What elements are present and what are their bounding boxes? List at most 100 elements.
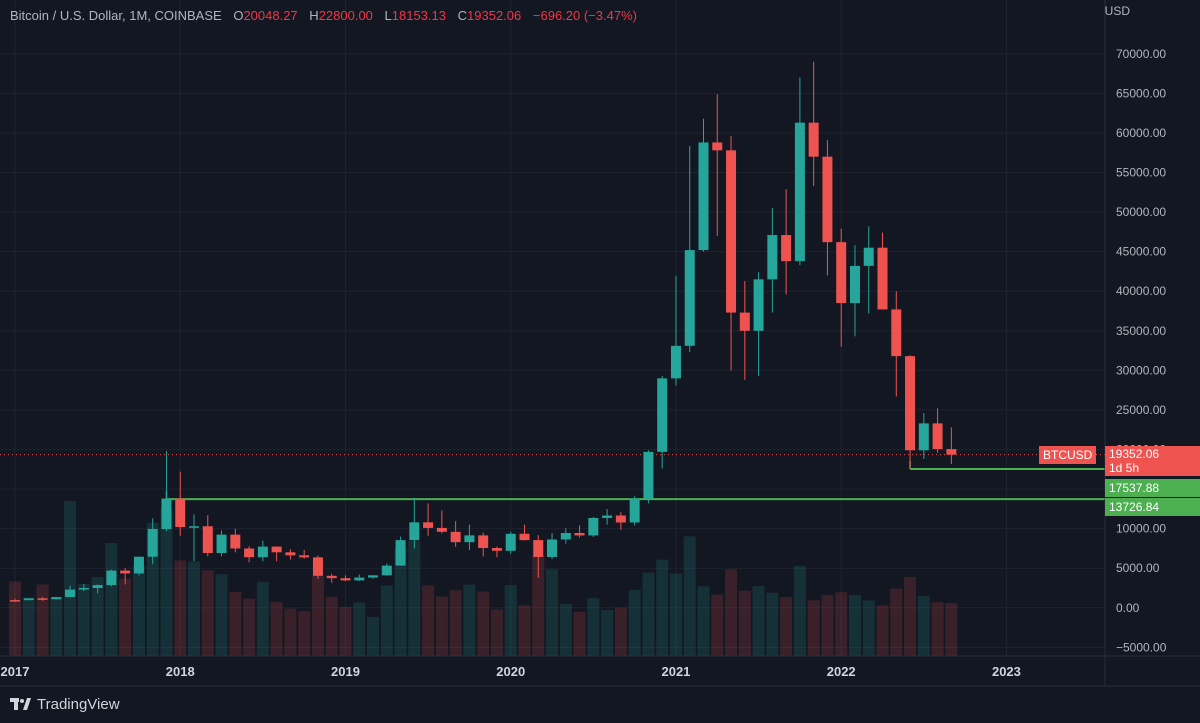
price-tick-label: −5000.00 (1116, 640, 1167, 654)
candle (354, 574, 365, 582)
candle (120, 568, 131, 585)
candle-body (491, 548, 502, 551)
candle-body (37, 598, 48, 600)
candle-body (588, 517, 599, 536)
volume-bar (270, 601, 283, 656)
candle (698, 118, 709, 252)
volume-bar (559, 603, 572, 656)
candle-body (602, 515, 613, 518)
volume-bar (91, 577, 104, 656)
candle-body (643, 451, 654, 499)
candle (863, 226, 874, 314)
candle (10, 598, 20, 602)
candle-body (574, 532, 585, 536)
volume-bar (766, 592, 779, 656)
candle-body (712, 142, 723, 151)
volume-bar (229, 591, 242, 656)
time-tick-label: 2020 (496, 664, 525, 679)
candle (629, 496, 640, 526)
candle-body (891, 309, 902, 357)
candle-body (244, 548, 255, 558)
volume-bar (463, 584, 476, 656)
candle (478, 532, 489, 557)
candle-body (78, 587, 89, 590)
price-tick-label: 30000.00 (1116, 363, 1166, 377)
candle (643, 450, 654, 504)
candle-body (657, 378, 668, 452)
candle-body (285, 552, 296, 556)
candle-body (629, 498, 640, 523)
candle (767, 208, 778, 313)
candle-body (51, 597, 62, 600)
symbol-label: Bitcoin / U.S. Dollar, 1M, COINBASE (10, 8, 222, 23)
currency-label: USD (1104, 4, 1130, 18)
candle (147, 518, 158, 565)
price-tick-label: 55000.00 (1116, 166, 1166, 180)
candle-body (312, 557, 323, 576)
volume-bar (284, 608, 297, 656)
candle (877, 232, 888, 310)
candle-body (106, 570, 117, 586)
volume-bar (601, 610, 614, 656)
candle (161, 451, 172, 532)
candle-body (133, 556, 144, 574)
candle (918, 413, 929, 459)
candle-body (340, 578, 351, 581)
volume-bar (614, 607, 627, 656)
candle-body (794, 122, 805, 262)
candle-body (381, 565, 392, 576)
volume-bar (449, 590, 462, 656)
candle (891, 291, 902, 397)
candle-body (905, 356, 916, 451)
candle (533, 534, 544, 578)
candle (450, 521, 461, 547)
candle-body (684, 250, 695, 346)
candle (202, 515, 213, 557)
volume-bar (931, 602, 944, 656)
volume-bar (243, 598, 256, 656)
time-tick-label: 2018 (166, 664, 195, 679)
candle-body (409, 522, 420, 541)
candle (230, 528, 241, 553)
volume-bar (573, 611, 586, 656)
candle (381, 563, 392, 576)
low-label: L (384, 8, 392, 23)
volume-bar (587, 598, 600, 656)
candle-body (753, 279, 764, 331)
volume-bar (477, 591, 490, 656)
change-value: −696.20 (−3.47%) (532, 8, 637, 23)
tradingview-brand[interactable]: TradingView (10, 694, 120, 714)
candle (37, 597, 48, 601)
candle (519, 524, 530, 541)
candle-body (450, 531, 461, 543)
time-tick-label: 2023 (992, 664, 1021, 679)
close-value: 19352.06 (467, 8, 522, 23)
candle (133, 556, 144, 576)
volume-bar (256, 581, 269, 656)
high-label: H (309, 8, 319, 23)
candle-body (781, 235, 792, 262)
candle (368, 575, 379, 579)
candle-body (202, 526, 213, 554)
volume-bar (325, 596, 338, 656)
candle-body (726, 150, 737, 313)
volume-bar (174, 560, 187, 656)
volume-bar (697, 586, 710, 656)
price-tick-label: 65000.00 (1116, 86, 1166, 100)
candles (10, 61, 957, 602)
candle-body (395, 540, 406, 566)
volume-bar (683, 536, 696, 656)
candle-body (299, 555, 310, 558)
candle-body (505, 533, 516, 551)
candle-body (670, 345, 681, 379)
candle-body (423, 522, 434, 528)
volume-bar (394, 548, 407, 656)
candle-body (368, 575, 379, 578)
low-value: 18153.13 (391, 8, 447, 23)
candle (684, 145, 695, 353)
candle (794, 77, 805, 266)
volume-bar (628, 589, 641, 656)
candle-body (863, 247, 874, 266)
price-tick-label: 45000.00 (1116, 245, 1166, 259)
